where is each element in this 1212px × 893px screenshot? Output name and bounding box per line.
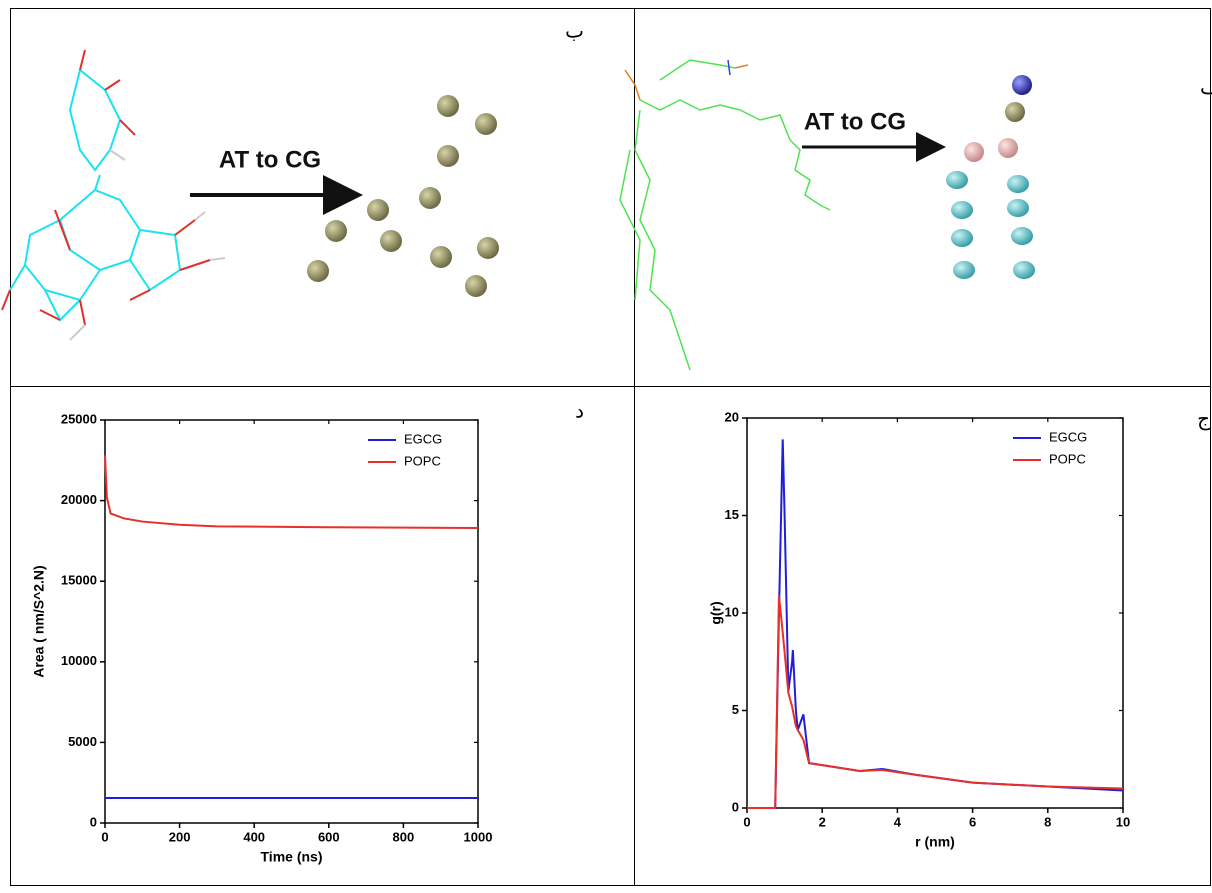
panel-label: ج [1197,407,1210,431]
panel-label: د [575,399,584,423]
series-line [104,455,479,529]
y-tick-label: 25000 [61,411,97,426]
panel-borders [10,8,1211,886]
panel-label: الف [1200,75,1212,99]
y-tick-label: 15000 [61,573,97,588]
arrow-label: AT to CG [804,108,906,135]
y-axis-label: Area ( nm/S^2.N) [31,565,47,677]
popc-atomistic [619,59,831,371]
y-tick-label: 20 [725,409,739,424]
plot-frame [746,417,1124,809]
x-tick-label: 0 [743,814,750,829]
panel-label: ب [565,19,584,43]
x-axis-label: r (nm) [915,834,955,850]
x-tick-label: 600 [318,829,340,844]
egcg-atomistic [1,49,226,341]
x-axis-label: Time (ns) [261,849,323,865]
x-tick-label: 8 [1044,814,1051,829]
series-line [747,439,1124,809]
x-tick-label: 10 [1116,814,1130,829]
x-tick-label: 200 [169,829,191,844]
legend-label: EGCG [404,431,442,446]
legend-label: POPC [1049,451,1086,466]
cg-beads [946,75,1035,279]
y-tick-label: 15 [725,507,739,522]
y-tick-label: 10000 [61,653,97,668]
x-tick-label: 1000 [464,829,493,844]
legend-label: POPC [404,453,441,468]
x-tick-label: 6 [969,814,976,829]
x-tick-label: 800 [393,829,415,844]
x-tick-label: 4 [894,814,902,829]
x-tick-label: 400 [243,829,265,844]
cg-beads [307,95,499,297]
y-tick-label: 5 [732,702,739,717]
x-tick-label: 2 [819,814,826,829]
y-tick-label: 0 [90,814,97,829]
y-tick-label: 5000 [68,734,97,749]
y-tick-label: 10 [725,604,739,619]
x-tick-label: 0 [101,829,108,844]
y-tick-label: 0 [732,799,739,814]
plot-frame [104,419,479,824]
y-tick-label: 20000 [61,492,97,507]
y-axis-label: g(r) [708,601,724,624]
series-line [747,595,1124,809]
arrow-label: AT to CG [219,146,321,173]
legend-label: EGCG [1049,429,1087,444]
